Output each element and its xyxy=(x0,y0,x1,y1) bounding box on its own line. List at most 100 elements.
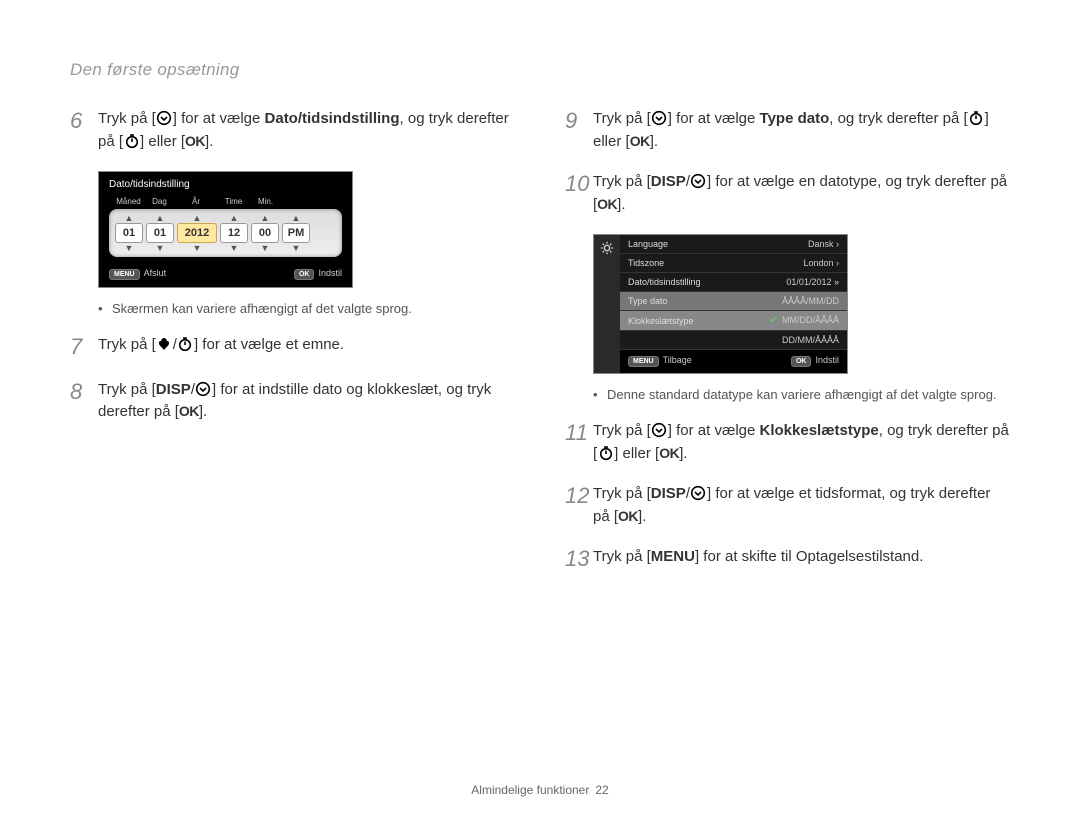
note-2: •Denne standard datatype kan variere afh… xyxy=(593,386,1010,404)
step-number: 10 xyxy=(565,171,593,216)
val-ampm: PM xyxy=(282,223,310,243)
step-text: Tryk på [ xyxy=(593,110,651,127)
row-value: London xyxy=(803,258,833,268)
ok-btn-icon: OK xyxy=(294,269,315,280)
macro-down-icon xyxy=(156,110,173,127)
ok-icon: OK xyxy=(618,508,638,524)
bar-right-label: Indstil xyxy=(318,268,342,278)
bar-right-label: Indstil xyxy=(815,355,839,365)
date-time-screenshot: Dato/tidsindstilling Måned Dag År Time M… xyxy=(98,171,353,288)
val-min: 00 xyxy=(251,223,279,243)
step-6: 6 Tryk på [] for at vælge Dato/tidsindst… xyxy=(70,108,515,153)
ok-icon: OK xyxy=(597,196,617,212)
row-label: Type dato xyxy=(628,296,668,306)
step-number: 7 xyxy=(70,334,98,360)
timer-right-icon xyxy=(968,110,985,127)
step-text: Tryk på [ xyxy=(593,173,651,190)
scr2-bottom-bar: MENUTilbage OKIndstil xyxy=(620,350,847,373)
check-icon: ✔ xyxy=(770,315,778,326)
page-footer: Almindelige funktioner22 xyxy=(0,783,1080,797)
step-number: 6 xyxy=(70,108,98,153)
row-label: Klokkeslætstype xyxy=(628,316,694,326)
right-column: 9 Tryk på [] for at vælge Type dato, og … xyxy=(565,108,1010,591)
step-10: 10 Tryk på [DISP/] for at vælge en datot… xyxy=(565,171,1010,216)
scr2-sidebar xyxy=(594,235,620,373)
step-text: ]. xyxy=(638,508,646,525)
settings-list-screenshot: Language Dansk › Tidszone London › Dato/ti… xyxy=(593,234,848,374)
scr1-bottom-bar: MENU Afslut OKIndstil xyxy=(99,263,352,287)
macro-down-icon xyxy=(651,422,668,439)
step-text: ]. xyxy=(617,196,625,213)
list-row: Tidszone London › xyxy=(620,254,847,273)
step-number: 13 xyxy=(565,546,593,572)
step-bold: Type dato xyxy=(760,110,830,127)
step-text: ]. xyxy=(199,403,207,420)
page-number: 22 xyxy=(595,783,608,797)
step-13: 13 Tryk på [MENU] for at skifte til Opta… xyxy=(565,546,1010,572)
note-1: •Skærmen kan variere afhængigt af det va… xyxy=(98,300,515,318)
step-text: ] eller [ xyxy=(614,445,659,462)
step-text: ] for at vælge xyxy=(668,110,760,127)
menu-btn-icon: MENU xyxy=(109,269,140,280)
step-text: ]. xyxy=(679,445,687,462)
note-text: Skærmen kan variere afhængigt af det val… xyxy=(112,300,412,318)
chevron-right-icon: » xyxy=(834,277,839,287)
step-11: 11 Tryk på [] for at vælge Klokkeslætsty… xyxy=(565,420,1010,465)
step-text: ] for at vælge xyxy=(173,110,265,127)
timer-right-icon xyxy=(597,444,614,461)
ok-icon: OK xyxy=(630,133,650,149)
note-text: Denne standard datatype kan variere afhæ… xyxy=(607,386,997,404)
step-number: 9 xyxy=(565,108,593,153)
bar-left-label: Tilbage xyxy=(663,355,692,365)
bar-left-label: Afslut xyxy=(144,268,167,278)
label-day: Dag xyxy=(144,197,175,206)
step-text: ] for at vælge xyxy=(668,422,760,439)
label-year: År xyxy=(175,197,217,206)
row-value: DD/MM/ÅÅÅÅ xyxy=(782,335,839,345)
step-bold: Klokkeslætstype xyxy=(760,422,879,439)
ok-icon: OK xyxy=(179,403,199,419)
step-bold: Dato/tidsindstilling xyxy=(265,110,400,127)
step-7: 7 Tryk på [/] for at vælge et emne. xyxy=(70,334,515,360)
step-text: Tryk på [ xyxy=(593,548,651,565)
row-label: Language xyxy=(628,239,668,249)
step-number: 12 xyxy=(565,483,593,528)
macro-down-icon xyxy=(690,485,707,502)
step-text: , og tryk derefter på [ xyxy=(829,110,967,127)
scr1-column-labels: Måned Dag År Time Min. xyxy=(99,195,352,209)
left-column: 6 Tryk på [] for at vælge Dato/tidsindst… xyxy=(70,108,515,591)
row-value: MM/DD/ÅÅÅÅ xyxy=(782,315,839,325)
row-label: Dato/tidsindstilling xyxy=(628,277,701,287)
row-value: Dansk xyxy=(808,239,834,249)
disp-icon: DISP xyxy=(156,381,191,398)
step-text: Tryk på [ xyxy=(593,485,651,502)
step-12: 12 Tryk på [DISP/] for at vælge et tidsf… xyxy=(565,483,1010,528)
step-text: Tryk på [ xyxy=(593,422,651,439)
row-value: ÅÅÅÅ/MM/DD xyxy=(782,296,839,306)
gear-icon xyxy=(600,241,614,255)
step-text: ]. xyxy=(205,133,213,150)
disp-icon: DISP xyxy=(651,485,686,502)
val-month: 01 xyxy=(115,223,143,243)
step-text: ] eller [ xyxy=(140,133,185,150)
list-row: Dato/tidsindstilling01/01/2012 » xyxy=(620,273,847,292)
label-min: Min. xyxy=(250,197,281,206)
step-text: ] for at vælge et emne. xyxy=(194,336,344,353)
timer-right-icon xyxy=(177,336,194,353)
macro-down-icon xyxy=(651,110,668,127)
val-day: 01 xyxy=(146,223,174,243)
list-row: LanguageDansk › xyxy=(620,235,847,254)
scr1-spinner: ▲01▼ ▲01▼ ▲2012▼ ▲12▼ ▲00▼ ▲PM▼ xyxy=(109,209,342,257)
step-text: ]. xyxy=(650,133,658,150)
label-hour: Time xyxy=(217,197,250,206)
step-8: 8 Tryk på [DISP/] for at indstille dato … xyxy=(70,379,515,424)
macro-left-icon xyxy=(156,336,173,353)
val-year: 2012 xyxy=(177,223,217,243)
label-month: Måned xyxy=(113,197,144,206)
chevron-right-icon: › xyxy=(836,258,839,268)
disp-icon: DISP xyxy=(651,173,686,190)
scr1-title: Dato/tidsindstilling xyxy=(99,172,352,195)
ok-icon: OK xyxy=(185,133,205,149)
row-label: Tidszone xyxy=(628,258,664,268)
menu-icon: MENU xyxy=(651,548,695,565)
